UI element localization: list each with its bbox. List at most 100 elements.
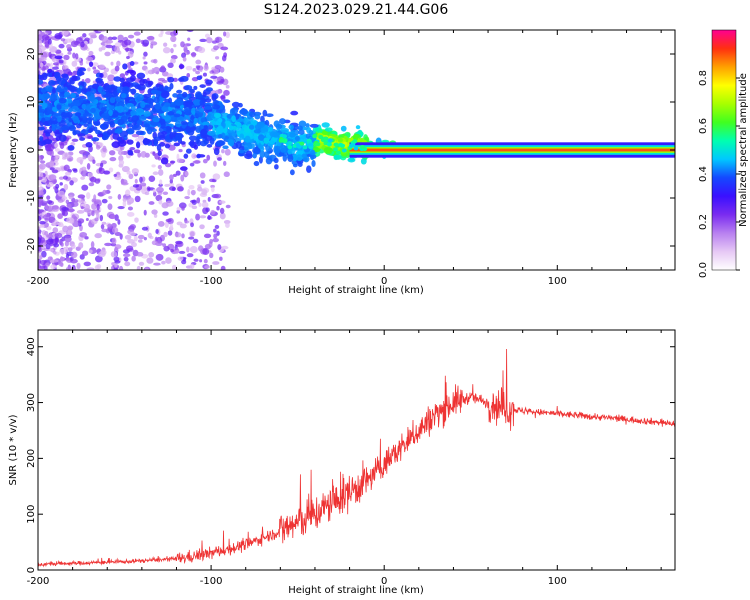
spectrogram-cell: [48, 216, 55, 223]
spectrogram-cell: [321, 130, 329, 135]
spectrogram-cell: [127, 116, 133, 123]
spectrogram-cell: [185, 65, 193, 71]
spectrogram-cell: [207, 130, 216, 136]
spectrogram-cell: [199, 224, 205, 230]
spectrogram-peak: [326, 142, 332, 147]
spectrogram-cell: [214, 193, 222, 199]
spectrogram-cell: [85, 117, 94, 121]
snr-ylabel: SNR (10 * v/v): [8, 414, 19, 485]
spectrogram-cell: [133, 149, 141, 154]
spectrogram-cell: [107, 74, 115, 82]
spectrogram-cell: [126, 211, 135, 217]
spectrogram-cell: [190, 222, 194, 228]
spectrogram-cell: [168, 103, 177, 108]
spectrogram-cell: [80, 205, 84, 210]
spectrogram-cell: [159, 179, 163, 185]
spectrogram-cell: [169, 82, 174, 90]
spectrogram-cell: [176, 221, 183, 226]
spectrogram-cell: [39, 200, 48, 207]
spectrogram-cell: [136, 265, 141, 270]
spectrogram-cell: [133, 235, 138, 242]
spectrogram-cell: [160, 157, 169, 165]
spectrogram-cell: [64, 38, 72, 43]
spectrogram-cell: [220, 94, 226, 101]
spectrogram-cell: [148, 175, 156, 183]
spectrogram-cell: [213, 228, 217, 233]
spectrogram-cell: [204, 33, 211, 39]
spectrogram-cell: [200, 128, 208, 137]
spectrogram-cell: [323, 147, 331, 154]
spectrogram-cell: [198, 202, 202, 207]
spectrogram-cell: [193, 85, 198, 90]
snr-axes: -200 -100 0 100 400 300 200 100 0: [26, 330, 675, 587]
spectrogram-cell: [161, 260, 166, 265]
spectrogram-cell: [287, 154, 294, 162]
spectrogram-cell: [91, 210, 95, 217]
snr-ytick-label: 0: [26, 567, 37, 573]
spectrogram-cell: [79, 231, 88, 238]
spectrogram-cell: [76, 123, 82, 129]
spectrogram-cell: [38, 208, 41, 215]
spectrogram-cell: [306, 165, 312, 173]
spectrogram-cell: [126, 139, 134, 145]
spectrogram-cell: [58, 59, 64, 64]
spectrogram-cell: [176, 209, 181, 214]
spectrogram-cell: [99, 214, 104, 222]
spectrogram-cell: [211, 93, 217, 102]
spectrogram-cell: [171, 187, 176, 191]
spectrogram-cell: [88, 50, 94, 56]
spectrogram-cell: [217, 125, 224, 134]
spectrogram-cell: [137, 152, 142, 158]
spectrogram-cell: [52, 227, 59, 234]
spectrogram-cell: [263, 137, 270, 144]
spectrogram-cell: [138, 261, 145, 266]
spectrogram-cell: [62, 115, 67, 120]
spectrogram-cell: [157, 221, 165, 227]
spectrogram-cell: [180, 166, 188, 171]
spectrogram-cell: [238, 146, 246, 151]
spectrogram-cell: [70, 251, 78, 259]
spectrogram-peak: [282, 134, 288, 139]
spectrogram-cell: [120, 93, 127, 99]
spectrogram-cell: [67, 71, 73, 76]
spectrogram-cell: [38, 187, 42, 191]
colorbar: 0.0 0.2 0.4 0.6 0.8 Normalized spectral ampl…: [698, 29, 749, 278]
spectrogram-peak: [308, 142, 314, 147]
spectrogram-cell: [122, 200, 127, 208]
spectrogram-ytick-label: -20: [26, 238, 37, 254]
spectrogram-peak: [287, 145, 293, 150]
spectrogram-cell: [70, 201, 79, 208]
spectrogram-cell: [155, 194, 163, 202]
spectrogram-cell: [67, 225, 74, 231]
spectrogram-cell: [188, 236, 195, 240]
spectrogram-cell: [86, 267, 95, 270]
spectrogram-cell: [199, 99, 205, 106]
spectrogram-cell: [220, 46, 229, 51]
spectrogram-peak: [341, 148, 347, 153]
spectrogram-cell: [61, 206, 69, 212]
spectrogram-cell: [108, 167, 114, 173]
spectrogram-cell: [144, 191, 150, 196]
spectrogram-cell: [97, 192, 104, 197]
spectrogram-cell: [151, 240, 158, 246]
spectrogram-cell: [79, 61, 84, 66]
spectrogram-cell: [180, 141, 186, 145]
spectrogram-cell: [225, 84, 230, 89]
spectrogram-cell: [96, 203, 100, 211]
spectrogram-cell: [305, 123, 310, 128]
spectrogram-cell: [39, 136, 44, 142]
spectrogram-cell: [131, 242, 137, 248]
spectrogram-cell: [285, 138, 295, 143]
spectrogram-cell: [155, 90, 162, 95]
spectrogram-cell: [62, 65, 68, 70]
spectrogram-cell: [76, 262, 81, 270]
spectrogram-cell: [84, 77, 91, 84]
colorbar-tick-label: 0.2: [698, 214, 709, 230]
spectrogram-cell: [177, 127, 182, 132]
spectrogram-cell: [308, 129, 314, 136]
spectrogram-cell: [92, 83, 100, 89]
spectrogram-cell: [57, 198, 64, 203]
spectrogram-cell: [127, 50, 134, 58]
spectrogram-cell: [165, 257, 172, 264]
